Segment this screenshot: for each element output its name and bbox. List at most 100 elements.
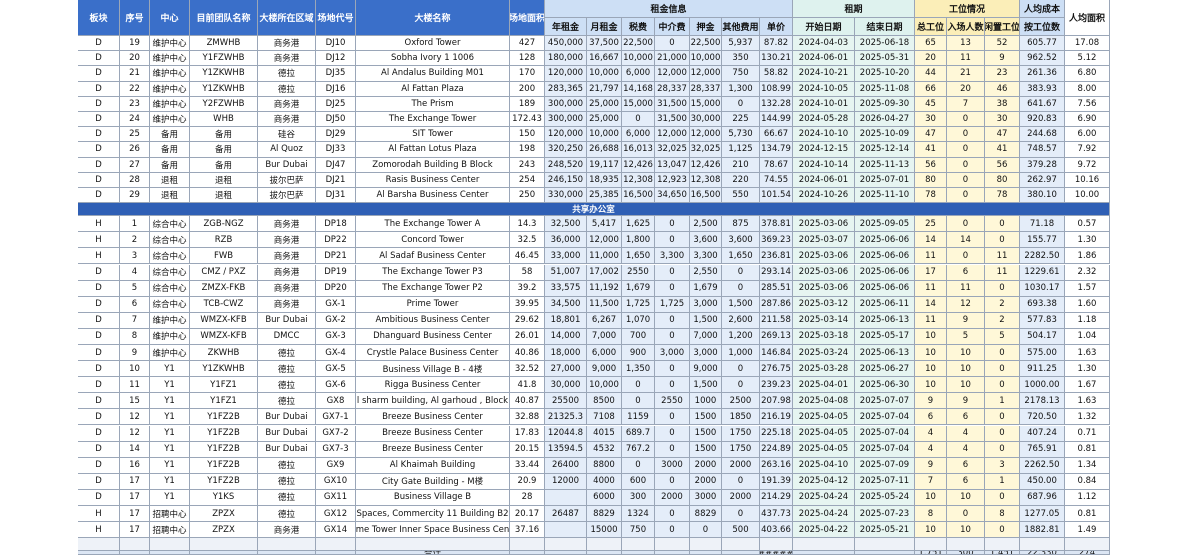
- cell: 2025-07-04: [855, 441, 915, 458]
- cell: 5,937: [722, 36, 760, 52]
- cell: 1,679: [690, 280, 722, 297]
- cell: 14,168: [622, 81, 655, 97]
- cell: 1750: [722, 425, 760, 442]
- cell: 2025-11-13: [855, 157, 915, 173]
- cell: 招聘中心: [150, 522, 190, 539]
- cell: 80: [915, 172, 947, 188]
- cell: 10,000: [587, 377, 622, 394]
- cell: 2025-06-30: [855, 377, 915, 394]
- cell: 285.51: [760, 280, 793, 297]
- cell: TCB-CWZ: [190, 296, 258, 313]
- cell: 46: [985, 81, 1020, 97]
- cell: 379.28: [1020, 157, 1065, 173]
- cell: 11: [915, 280, 947, 297]
- cell: 8800: [587, 457, 622, 474]
- cell: 0: [947, 142, 985, 158]
- cell: 3,300: [655, 248, 690, 265]
- cell: 170: [510, 66, 545, 82]
- cell: 10: [915, 522, 947, 539]
- empty-cell: [622, 551, 655, 555]
- cell: 450.00: [1020, 473, 1065, 490]
- cell: SIT Tower: [356, 127, 510, 143]
- cell: 33,575: [545, 280, 587, 297]
- cell: 15,000: [622, 96, 655, 112]
- cell: 10.16: [1065, 172, 1110, 188]
- cell: 19,117: [587, 157, 622, 173]
- cell: Al Fattan Lotus Plaza: [356, 142, 510, 158]
- cell: 0: [655, 377, 690, 394]
- cell: 750: [622, 522, 655, 539]
- empty-cell: [587, 538, 622, 552]
- cell: 退租: [150, 172, 190, 188]
- cell: GX-1: [316, 296, 356, 313]
- cell: Prime Tower: [356, 296, 510, 313]
- cell: 41.8: [510, 377, 545, 394]
- cell: 14: [915, 296, 947, 313]
- cell: 0: [722, 361, 760, 378]
- cell: 商务港: [258, 232, 316, 249]
- cell: 1.30: [1065, 232, 1110, 249]
- cell: 128: [510, 51, 545, 67]
- cell: GX7-2: [316, 425, 356, 442]
- cell: 15,000: [690, 96, 722, 112]
- cell: 12,308: [622, 172, 655, 188]
- cell: 1882.81: [1020, 522, 1065, 539]
- cell: 11,500: [587, 296, 622, 313]
- empty-cell: [510, 551, 545, 555]
- cell: 10: [947, 345, 985, 362]
- cell: 21: [120, 66, 150, 82]
- cell: 2025-03-24: [793, 345, 855, 362]
- cell: 18,935: [587, 172, 622, 188]
- empty-cell: [722, 551, 760, 555]
- cell: D: [78, 361, 120, 378]
- cell: 0: [947, 216, 985, 233]
- cell: Breeze Business Center: [356, 409, 510, 426]
- cell: 14: [915, 232, 947, 249]
- cell: Y1: [150, 377, 190, 394]
- cell: 2025-04-01: [793, 377, 855, 394]
- cell: D: [78, 441, 120, 458]
- cell: 207.98: [760, 393, 793, 410]
- cell: 58: [510, 264, 545, 281]
- cell: 德拉: [258, 66, 316, 82]
- cell: 2550: [655, 393, 690, 410]
- cell: 74.55: [760, 172, 793, 188]
- cell: 12,426: [690, 157, 722, 173]
- cell: 19: [120, 36, 150, 52]
- cell: 6.90: [1065, 112, 1110, 128]
- cell: 17: [915, 264, 947, 281]
- cell: Y1ZKWHB: [190, 66, 258, 82]
- cell: 0.84: [1065, 473, 1110, 490]
- cell: 11: [985, 248, 1020, 265]
- cell: D: [78, 409, 120, 426]
- cell: 7: [120, 312, 150, 329]
- cell: 8829: [690, 506, 722, 523]
- cell: 18,801: [545, 312, 587, 329]
- cell: D: [78, 457, 120, 474]
- cell: Y1KS: [190, 489, 258, 506]
- cell: Ambitious Business Center: [356, 312, 510, 329]
- cell: 10,000: [587, 127, 622, 143]
- cell: Y1: [150, 409, 190, 426]
- cell: ZKWHB: [190, 345, 258, 362]
- cell: 7,000: [690, 328, 722, 345]
- cell: 2025-03-06: [793, 248, 855, 265]
- cell: Sobha Ivory 1 1006: [356, 51, 510, 67]
- cell: 8.00: [1065, 81, 1110, 97]
- cell: 9: [915, 457, 947, 474]
- cell: 0: [947, 127, 985, 143]
- cell: 12,000: [690, 66, 722, 82]
- cell: 0: [722, 506, 760, 523]
- total-cell: 22,330: [1020, 551, 1065, 555]
- cell: 300,000: [545, 112, 587, 128]
- cell: 7108: [587, 409, 622, 426]
- cell: 2024-06-01: [793, 51, 855, 67]
- cell: DJ29: [316, 127, 356, 143]
- cell: 500: [722, 522, 760, 539]
- cell: 34,500: [545, 296, 587, 313]
- cell: 0: [985, 345, 1020, 362]
- empty-cell: [258, 551, 316, 555]
- cell: 商务港: [258, 51, 316, 67]
- cell: 1324: [622, 506, 655, 523]
- cell: 9: [120, 345, 150, 362]
